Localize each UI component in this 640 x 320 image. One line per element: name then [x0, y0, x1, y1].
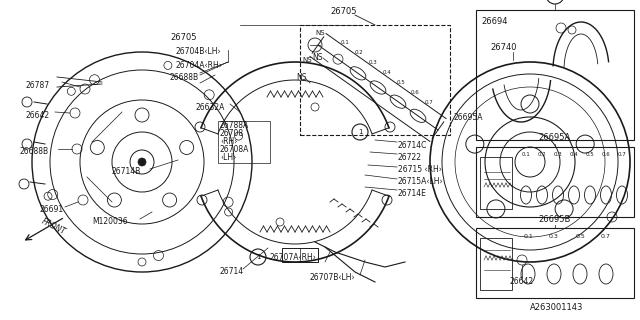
Text: 0.1: 0.1	[523, 234, 533, 238]
Text: 26714B: 26714B	[112, 167, 141, 177]
Bar	[282, 248, 318, 262]
Text: 0.7: 0.7	[618, 153, 627, 157]
Text: 0.5: 0.5	[397, 81, 405, 85]
Text: 0.3: 0.3	[549, 234, 559, 238]
Text: ‹LH›: ‹LH›	[220, 154, 236, 163]
Text: 0.5: 0.5	[575, 234, 585, 238]
Text: M120036: M120036	[92, 218, 127, 227]
Text: ‹RH›: ‹RH›	[220, 138, 237, 147]
Text: 26695A: 26695A	[453, 113, 483, 122]
Text: 26714C: 26714C	[398, 140, 428, 149]
Text: 26707B‹LH›: 26707B‹LH›	[310, 274, 356, 283]
Text: 26642: 26642	[25, 110, 49, 119]
Text: 0.4: 0.4	[570, 153, 579, 157]
Bar	[300, 25, 450, 135]
Text: 26715A‹LH›: 26715A‹LH›	[398, 177, 444, 186]
Text: 26704B‹LH›: 26704B‹LH›	[175, 47, 221, 57]
Text: 26787: 26787	[25, 81, 49, 90]
Text: 1: 1	[256, 254, 260, 260]
Text: 0.6: 0.6	[602, 153, 611, 157]
Text: 0.6: 0.6	[411, 91, 419, 95]
Text: 26691: 26691	[40, 205, 64, 214]
Text: 0.1: 0.1	[522, 153, 531, 157]
Text: 26714E: 26714E	[398, 188, 427, 197]
Text: NS: NS	[302, 57, 312, 63]
Text: 26688B: 26688B	[20, 148, 49, 156]
Text: FRONT: FRONT	[40, 217, 67, 237]
Text: 0.5: 0.5	[586, 153, 595, 157]
Text: 1: 1	[358, 129, 362, 135]
Text: A263001143: A263001143	[530, 303, 584, 313]
Text: 26788A: 26788A	[220, 121, 249, 130]
Bar	[476, 10, 634, 140]
Text: 0.1: 0.1	[340, 41, 349, 45]
Bar	[476, 147, 634, 217]
Circle shape	[138, 158, 146, 166]
Text: 0.7: 0.7	[601, 234, 611, 238]
Bar	[480, 157, 512, 209]
Text: 26740: 26740	[490, 44, 516, 52]
Text: 26722: 26722	[398, 153, 422, 162]
Text: NS: NS	[315, 30, 324, 36]
Bar	[218, 121, 270, 163]
Text: 0.2: 0.2	[355, 51, 364, 55]
Text: 26695A: 26695A	[539, 133, 571, 142]
Text: 26705: 26705	[170, 34, 196, 43]
Text: NS: NS	[312, 52, 323, 61]
Text: 0.4: 0.4	[383, 70, 392, 76]
Text: 26694: 26694	[481, 18, 508, 27]
Bar	[476, 228, 634, 298]
Text: 26704A‹RH›: 26704A‹RH›	[175, 60, 222, 69]
Text: 0.3: 0.3	[554, 153, 563, 157]
Text: 26708: 26708	[220, 130, 244, 139]
Text: 26708A: 26708A	[220, 146, 250, 155]
Text: 26642: 26642	[510, 277, 534, 286]
Text: 26714: 26714	[220, 268, 244, 276]
Text: 0.3: 0.3	[369, 60, 378, 66]
Text: 26632A: 26632A	[195, 102, 225, 111]
Bar	[480, 238, 512, 290]
Text: 26715 ‹RH›: 26715 ‹RH›	[398, 164, 442, 173]
Text: 26688B: 26688B	[170, 74, 199, 83]
Text: NS: NS	[296, 73, 307, 82]
Text: 26707A‹RH›: 26707A‹RH›	[270, 253, 317, 262]
Text: 0.2: 0.2	[538, 153, 547, 157]
Text: 0.7: 0.7	[424, 100, 433, 106]
Text: 26695B: 26695B	[539, 214, 571, 223]
Text: 26705: 26705	[330, 7, 356, 17]
